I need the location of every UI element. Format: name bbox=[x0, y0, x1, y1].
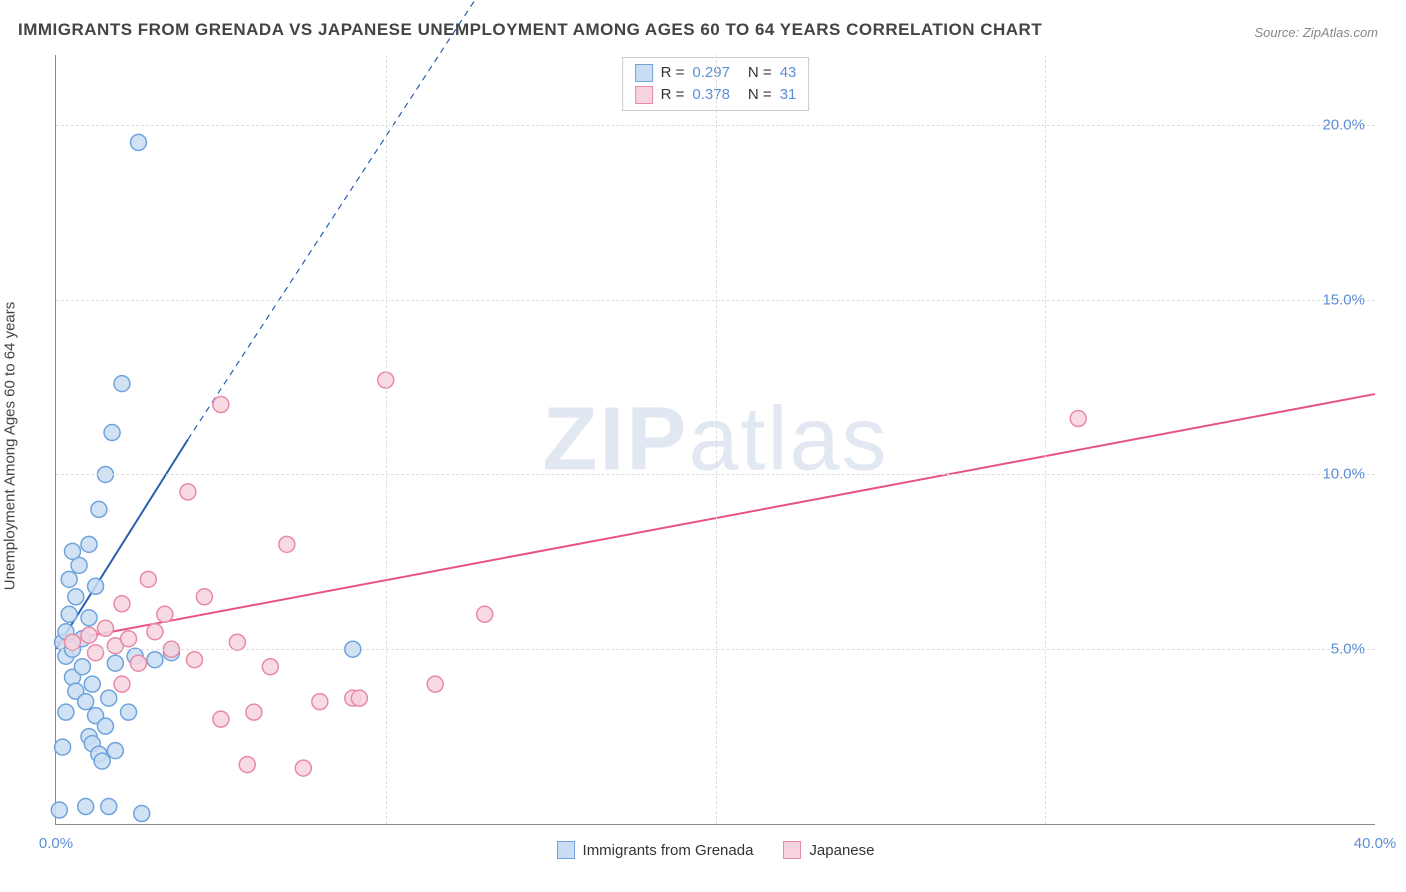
data-point bbox=[97, 718, 113, 734]
data-point bbox=[81, 627, 97, 643]
legend-item: Immigrants from Grenada bbox=[557, 841, 754, 859]
ytick-label: 15.0% bbox=[1322, 291, 1365, 308]
data-point bbox=[427, 676, 443, 692]
gridline-v bbox=[386, 55, 387, 824]
data-point bbox=[51, 802, 67, 818]
data-point bbox=[157, 606, 173, 622]
data-point bbox=[61, 606, 77, 622]
data-point bbox=[88, 645, 104, 661]
data-point bbox=[246, 704, 262, 720]
data-point bbox=[477, 606, 493, 622]
data-point bbox=[130, 134, 146, 150]
data-point bbox=[114, 676, 130, 692]
gridline-v bbox=[1045, 55, 1046, 824]
swatch-series-2-bottom bbox=[783, 841, 801, 859]
data-point bbox=[295, 760, 311, 776]
data-point bbox=[130, 655, 146, 671]
legend-label-2: Japanese bbox=[809, 842, 874, 859]
data-point bbox=[1070, 411, 1086, 427]
data-point bbox=[104, 425, 120, 441]
data-point bbox=[81, 610, 97, 626]
data-point bbox=[279, 536, 295, 552]
data-point bbox=[180, 484, 196, 500]
chart-source: Source: ZipAtlas.com bbox=[1254, 25, 1378, 40]
data-point bbox=[147, 652, 163, 668]
swatch-series-1-bottom bbox=[557, 841, 575, 859]
data-point bbox=[91, 501, 107, 517]
data-point bbox=[114, 596, 130, 612]
data-point bbox=[68, 589, 84, 605]
data-point bbox=[239, 757, 255, 773]
data-point bbox=[107, 743, 123, 759]
data-point bbox=[312, 694, 328, 710]
data-point bbox=[64, 634, 80, 650]
xtick-label: 0.0% bbox=[39, 835, 73, 852]
data-point bbox=[78, 799, 94, 815]
data-point bbox=[229, 634, 245, 650]
chart-title: IMMIGRANTS FROM GRENADA VS JAPANESE UNEM… bbox=[18, 20, 1042, 40]
gridline-v bbox=[716, 55, 717, 824]
data-point bbox=[213, 397, 229, 413]
data-point bbox=[81, 536, 97, 552]
data-point bbox=[121, 704, 137, 720]
data-point bbox=[196, 589, 212, 605]
ytick-label: 10.0% bbox=[1322, 466, 1365, 483]
legend-bottom: Immigrants from Grenada Japanese bbox=[557, 841, 875, 859]
data-point bbox=[121, 631, 137, 647]
data-point bbox=[94, 753, 110, 769]
data-point bbox=[114, 376, 130, 392]
data-point bbox=[74, 659, 90, 675]
data-point bbox=[101, 799, 117, 815]
data-point bbox=[213, 711, 229, 727]
data-point bbox=[64, 543, 80, 559]
trend-line-extrapolated bbox=[188, 0, 485, 440]
data-point bbox=[351, 690, 367, 706]
ytick-label: 5.0% bbox=[1331, 641, 1365, 658]
data-point bbox=[147, 624, 163, 640]
data-point bbox=[101, 690, 117, 706]
data-point bbox=[97, 620, 113, 636]
ytick-label: 20.0% bbox=[1322, 116, 1365, 133]
data-point bbox=[140, 571, 156, 587]
xtick-label: 40.0% bbox=[1354, 835, 1397, 852]
data-point bbox=[61, 571, 77, 587]
data-point bbox=[84, 676, 100, 692]
data-point bbox=[107, 655, 123, 671]
data-point bbox=[88, 578, 104, 594]
data-point bbox=[134, 806, 150, 822]
data-point bbox=[58, 704, 74, 720]
data-point bbox=[78, 694, 94, 710]
data-point bbox=[262, 659, 278, 675]
data-point bbox=[186, 652, 202, 668]
y-axis-label: Unemployment Among Ages 60 to 64 years bbox=[2, 302, 19, 591]
data-point bbox=[55, 739, 71, 755]
legend-label-1: Immigrants from Grenada bbox=[583, 842, 754, 859]
plot-area: ZIPatlas R = 0.297 N = 43 R = 0.378 N = … bbox=[55, 55, 1375, 825]
legend-item: Japanese bbox=[783, 841, 874, 859]
